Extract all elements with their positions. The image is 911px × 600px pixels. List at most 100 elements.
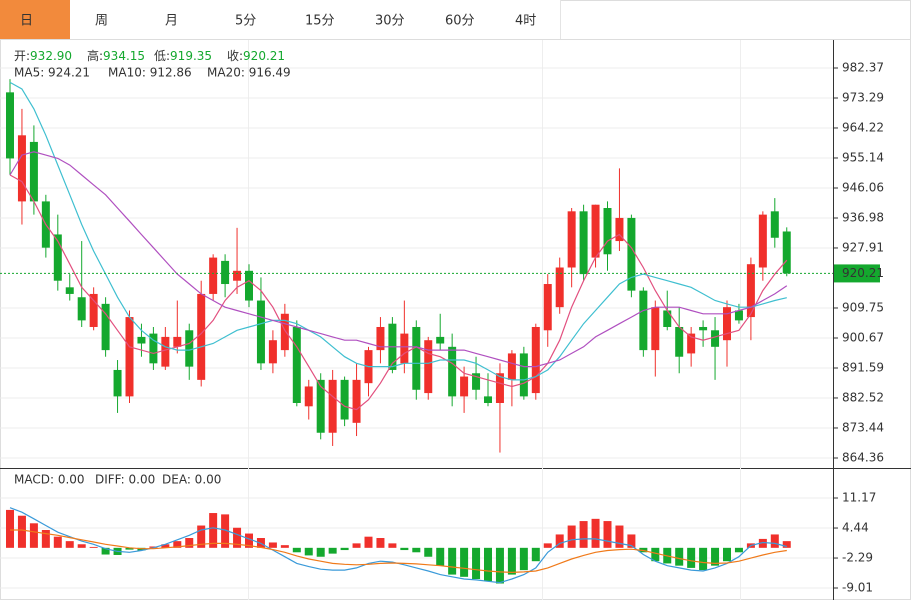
- legend-entry: MA5: 924.21: [14, 66, 90, 80]
- tab[interactable]: 4时: [490, 0, 561, 39]
- tab[interactable]: 日: [0, 0, 71, 39]
- macd-bar: [316, 547, 325, 557]
- tab-bg[interactable]: [140, 0, 210, 39]
- candle-body: [173, 336, 182, 347]
- tab[interactable]: 5分: [210, 0, 281, 39]
- candle-body: [233, 270, 242, 281]
- candle-body: [448, 346, 457, 397]
- tab-label[interactable]: 30分: [375, 14, 405, 29]
- macd-bar: [770, 534, 779, 548]
- macd-bar: [125, 547, 134, 550]
- macd-bar: [448, 547, 457, 575]
- y-tick-label: 927.91: [842, 240, 884, 254]
- legend-entry: MA20: 916.49: [207, 66, 291, 80]
- tab-label[interactable]: 5分: [235, 14, 256, 29]
- ohlc-value: 920.21: [243, 49, 285, 63]
- grid: [0, 67, 838, 589]
- macd-bar: [304, 547, 313, 556]
- indicator-line: [9, 174, 788, 411]
- candle-body: [651, 307, 660, 351]
- tab-bg[interactable]: [210, 0, 280, 39]
- indicator-line: [9, 151, 788, 368]
- y-tick-label: 873.44: [842, 420, 884, 434]
- tab-label[interactable]: 4时: [515, 14, 536, 29]
- candle-body: [687, 333, 696, 354]
- candle-body: [639, 290, 648, 351]
- macd-bar: [699, 547, 708, 571]
- tab[interactable]: 月: [140, 0, 211, 39]
- tab-bg[interactable]: [280, 0, 350, 39]
- y-tick-label: 982.37: [842, 60, 884, 74]
- candle-body: [603, 208, 612, 255]
- tab-label[interactable]: 月: [165, 14, 178, 29]
- macd-bar: [543, 543, 552, 548]
- candle-body: [280, 313, 289, 351]
- marks: [0, 79, 833, 584]
- ohlc-header: 收:920.21: [227, 49, 285, 63]
- y-tick-label: 891.59: [842, 360, 884, 374]
- tab[interactable]: 60分: [420, 0, 491, 39]
- candle-body: [29, 141, 38, 202]
- y-tick-label: 4.44: [842, 521, 869, 535]
- macd-bar: [579, 521, 588, 548]
- candle-body: [591, 204, 600, 258]
- macd-bar: [221, 514, 230, 548]
- candle-body: [197, 293, 206, 380]
- candle-body: [6, 92, 14, 159]
- macd-bar: [173, 541, 182, 548]
- indicator-line: [9, 81, 787, 381]
- ohlc-label: 高:: [87, 48, 103, 63]
- y-tick-label: 909.75: [842, 300, 884, 314]
- macd-bar: [209, 513, 218, 548]
- last-price-label: 920.21: [842, 266, 884, 280]
- candle-body: [495, 373, 504, 403]
- tab-bg[interactable]: [420, 0, 490, 39]
- macd-bar: [460, 547, 469, 577]
- macd-bar: [328, 547, 337, 554]
- candle-body: [113, 369, 122, 397]
- macd-bar: [782, 541, 791, 548]
- macd-bar: [711, 547, 720, 566]
- macd-bar: [17, 515, 26, 548]
- tab-label[interactable]: 15分: [305, 14, 335, 29]
- macd-bar: [268, 542, 277, 548]
- candle-body: [567, 211, 576, 268]
- macd-bar: [245, 533, 253, 548]
- y-tick-label: 964.22: [842, 120, 884, 134]
- candle-body: [627, 217, 636, 291]
- candle-body: [292, 326, 301, 403]
- ohlc-header: 开:932.90: [14, 49, 72, 63]
- y-tick-label: 946.06: [842, 180, 884, 194]
- candle-body: [699, 326, 708, 331]
- candle-body: [161, 336, 170, 367]
- tab[interactable]: 30分: [350, 0, 421, 39]
- y-tick-label: 955.14: [842, 150, 884, 164]
- tab[interactable]: 周: [70, 0, 141, 39]
- candle-body: [770, 211, 779, 238]
- macd-bar: [340, 547, 349, 551]
- macd-bar: [233, 527, 242, 548]
- y-tick-label: 973.29: [842, 90, 884, 104]
- tab-bg[interactable]: [70, 0, 140, 39]
- tab-bg[interactable]: [0, 0, 70, 39]
- macd-bar: [495, 547, 504, 584]
- candle-body: [424, 340, 433, 394]
- candle-body: [17, 135, 26, 202]
- tab-label[interactable]: 周: [95, 14, 108, 29]
- candle-body: [304, 386, 313, 407]
- macd-bar: [65, 541, 74, 548]
- tab[interactable]: 15分: [280, 0, 351, 39]
- tab-label[interactable]: 日: [20, 14, 33, 29]
- tab-bg[interactable]: [490, 0, 560, 39]
- macd-bar: [292, 547, 301, 553]
- candle-body: [746, 264, 755, 318]
- y-tick-label: 936.98: [842, 210, 884, 224]
- candle-body: [579, 211, 588, 275]
- candle-body: [400, 333, 409, 364]
- tab-label[interactable]: 60分: [445, 14, 475, 29]
- macd-bar: [567, 525, 576, 548]
- ohlc-label: 收:: [227, 49, 243, 63]
- tab-bg[interactable]: [350, 0, 420, 39]
